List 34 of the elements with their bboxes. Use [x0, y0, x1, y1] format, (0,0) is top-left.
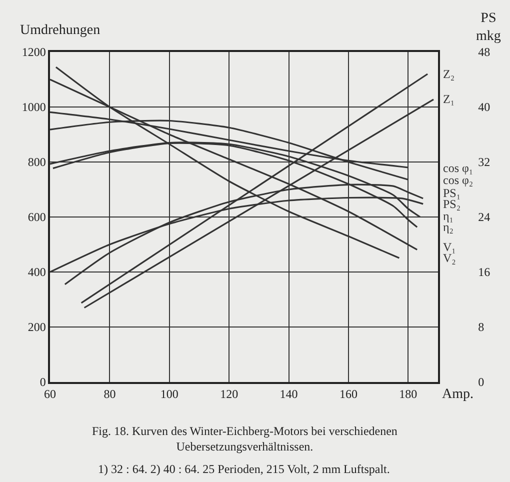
text: V₁ — [443, 240, 456, 254]
y-tick-label: 1200 — [22, 45, 46, 60]
series-label: PS₁ — [443, 186, 461, 200]
y2-tick-label: 16 — [478, 265, 490, 280]
x-tick-label: 120 — [220, 387, 238, 402]
y-tick-label: 0 — [40, 375, 46, 390]
x-tick-label: 180 — [399, 387, 418, 402]
text: cos φ₁ — [443, 161, 474, 175]
series-label: Z₁ — [443, 92, 455, 106]
y2-tick-label: 8 — [478, 320, 484, 334]
y2-tick-label: 32 — [478, 155, 490, 170]
caption: Fig. 18. Kurven des Winter-Eichberg-Motors bei verschiedenen Uebersetzungsverhältnissen. — [92, 424, 398, 454]
x-tick-label: 60 — [44, 387, 56, 402]
x-tick-label: 100 — [160, 387, 178, 402]
x-tick-label: 140 — [280, 387, 298, 402]
text: 1) 32 : 64. 2) 40 : 64. 25 Perioden, 215 Volt, 2 mm Luftspalt. — [98, 462, 390, 476]
text: cos φ₂ — [443, 173, 474, 187]
y-axis-title: Umdrehungen — [20, 23, 100, 38]
x-tick-label: 80 — [104, 387, 116, 402]
y2-axis-title: PS mkg — [476, 11, 501, 44]
y-tick-label: 400 — [28, 265, 46, 280]
y-tick-label: 800 — [28, 155, 46, 170]
y2-tick-label: 48 — [478, 45, 490, 60]
y-tick-label: 1000 — [22, 100, 46, 114]
series-label: η₁ — [443, 209, 454, 223]
x-axis-title: Amp. — [442, 387, 474, 402]
y-tick-label: 200 — [28, 320, 46, 334]
series-label: Z₂ — [443, 67, 455, 81]
y2-tick-label: 24 — [478, 210, 490, 224]
y-tick-label: 600 — [28, 210, 46, 224]
y2-tick-label: 40 — [478, 100, 490, 114]
text: V₂ — [443, 251, 456, 265]
x-tick-label: 160 — [339, 387, 358, 402]
y2-tick-label: 0 — [478, 375, 484, 390]
